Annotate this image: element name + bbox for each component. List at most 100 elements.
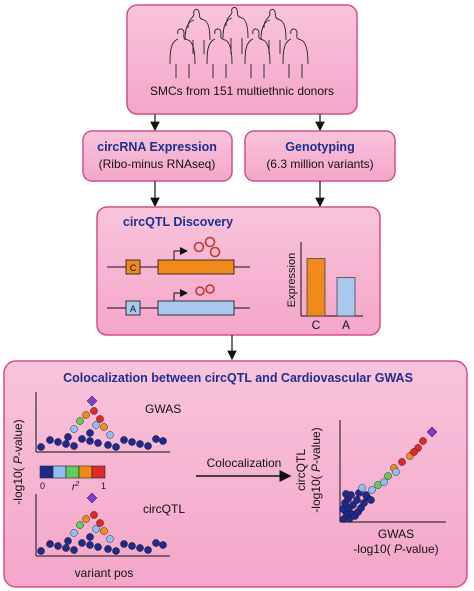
- scatter-point: [367, 496, 375, 504]
- gwas-locus-plot: GWAS: [35, 392, 181, 453]
- locus-point: [94, 439, 102, 447]
- locus-point: [86, 429, 94, 437]
- locus-point: [37, 547, 45, 555]
- locus-point: [82, 411, 90, 419]
- locus-point: [92, 421, 100, 429]
- locus-point: [136, 544, 144, 552]
- scatter-xlabel-top: GWAS: [378, 527, 414, 541]
- locus-point: [120, 540, 128, 548]
- locus-point: [86, 437, 94, 445]
- locus-point: [86, 541, 94, 549]
- expression-subtitle: (Ribo-minus RNAseq): [99, 157, 216, 171]
- locus-point: [62, 440, 70, 448]
- scatter-point: [384, 472, 392, 480]
- locus-point: [46, 436, 54, 444]
- locus-point: [128, 542, 136, 550]
- locus-point: [152, 539, 160, 547]
- locus-point: [70, 529, 78, 537]
- expression-bar-chart: Expression C A: [286, 242, 363, 332]
- locus-point: [100, 423, 108, 431]
- locus-point: [120, 436, 128, 444]
- r2-legend-min: 0: [40, 481, 45, 491]
- donor-silhouettes-icon: [169, 6, 309, 78]
- locus-point: [90, 407, 98, 415]
- locus-point: [70, 546, 78, 554]
- scatter-point: [349, 501, 357, 509]
- lead-variant-diamond-icon: [86, 492, 98, 504]
- locus-point: [94, 543, 102, 551]
- scatter-point: [368, 486, 376, 494]
- locus-point: [112, 443, 120, 451]
- genotyping-title: Genotyping: [285, 140, 354, 154]
- locus-point: [159, 437, 167, 445]
- lead-variant-diamond-icon: [426, 426, 438, 438]
- scatter-point: [342, 490, 350, 498]
- circqtl-locus-plot: circQTL: [35, 492, 185, 557]
- locus-point: [92, 525, 100, 533]
- r2-legend-label: r2: [72, 481, 79, 493]
- locus-point: [62, 544, 70, 552]
- locus-point: [144, 442, 152, 450]
- r2-legend-swatch: [65, 465, 80, 479]
- r2-legend-swatch: [52, 465, 67, 479]
- variant-pos-label: variant pos: [75, 566, 134, 580]
- locus-point: [104, 545, 112, 553]
- scatter-ylabel-bottom: -log10( P-value): [309, 427, 323, 512]
- r2-legend-swatch: [39, 465, 54, 479]
- bar-chart-tick-label: C: [312, 318, 321, 332]
- bar-chart-ylabel: Expression: [286, 253, 298, 307]
- r2-legend-max: 1: [101, 481, 106, 491]
- locus-point: [128, 438, 136, 446]
- donors-box: SMCs from 151 multiethnic donors: [126, 4, 358, 115]
- scatter-point: [392, 468, 400, 476]
- scatter-point: [353, 496, 361, 504]
- gene-model-a: A: [107, 284, 250, 316]
- scatter-point: [410, 448, 418, 456]
- colocalization-box: Colocalization between circQTL and Cardi…: [3, 360, 468, 588]
- circqtl-panel-label: circQTL: [143, 502, 185, 516]
- discovery-title: circQTL Discovery: [123, 215, 233, 229]
- expression-bar: [336, 277, 356, 317]
- locus-point: [54, 438, 62, 446]
- expression-bar: [306, 258, 326, 317]
- discovery-box: circQTL Discovery C A: [96, 206, 381, 336]
- scatter-point: [358, 484, 366, 492]
- expression-title: circRNA Expression: [97, 140, 217, 154]
- locus-point: [46, 540, 54, 548]
- locus-point: [104, 441, 112, 449]
- locus-point: [106, 535, 114, 543]
- locus-point: [144, 546, 152, 554]
- gwas-panel-label: GWAS: [145, 402, 181, 416]
- scatter-point: [360, 499, 368, 507]
- genotyping-box: Genotyping (6.3 million variants): [244, 130, 396, 182]
- locus-point: [100, 527, 108, 535]
- scatter-xlabel-bottom: -log10( P-value): [353, 542, 438, 556]
- locuszoom-ylabel: -log10( P-value): [11, 419, 25, 504]
- locus-point: [82, 515, 90, 523]
- circrna-c-icon: [193, 236, 221, 258]
- gene-model-c: C: [107, 236, 250, 275]
- allele-a-label: A: [130, 304, 136, 314]
- locus-point: [152, 435, 160, 443]
- donors-label: SMCs from 151 multiethnic donors: [150, 84, 334, 98]
- locus-point: [136, 440, 144, 448]
- r2-legend-swatch: [78, 465, 93, 479]
- locus-point: [96, 519, 104, 527]
- colocalization-scatter: circQTL -log10( P-value) GWAS -log10( P-…: [294, 420, 446, 556]
- locus-point: [106, 431, 114, 439]
- r2-legend-swatch: [91, 465, 106, 479]
- scatter-point: [380, 478, 388, 486]
- locus-point: [76, 521, 84, 529]
- locus-point: [78, 435, 86, 443]
- locus-point: [112, 547, 120, 555]
- locus-point: [159, 541, 167, 549]
- locus-point: [70, 425, 78, 433]
- locus-point: [96, 415, 104, 423]
- locus-point: [70, 442, 78, 450]
- genotyping-subtitle: (6.3 million variants): [266, 157, 373, 171]
- allele-c-label: C: [130, 263, 137, 273]
- scatter-point: [419, 437, 427, 445]
- locus-point: [78, 539, 86, 547]
- scatter-point: [374, 481, 382, 489]
